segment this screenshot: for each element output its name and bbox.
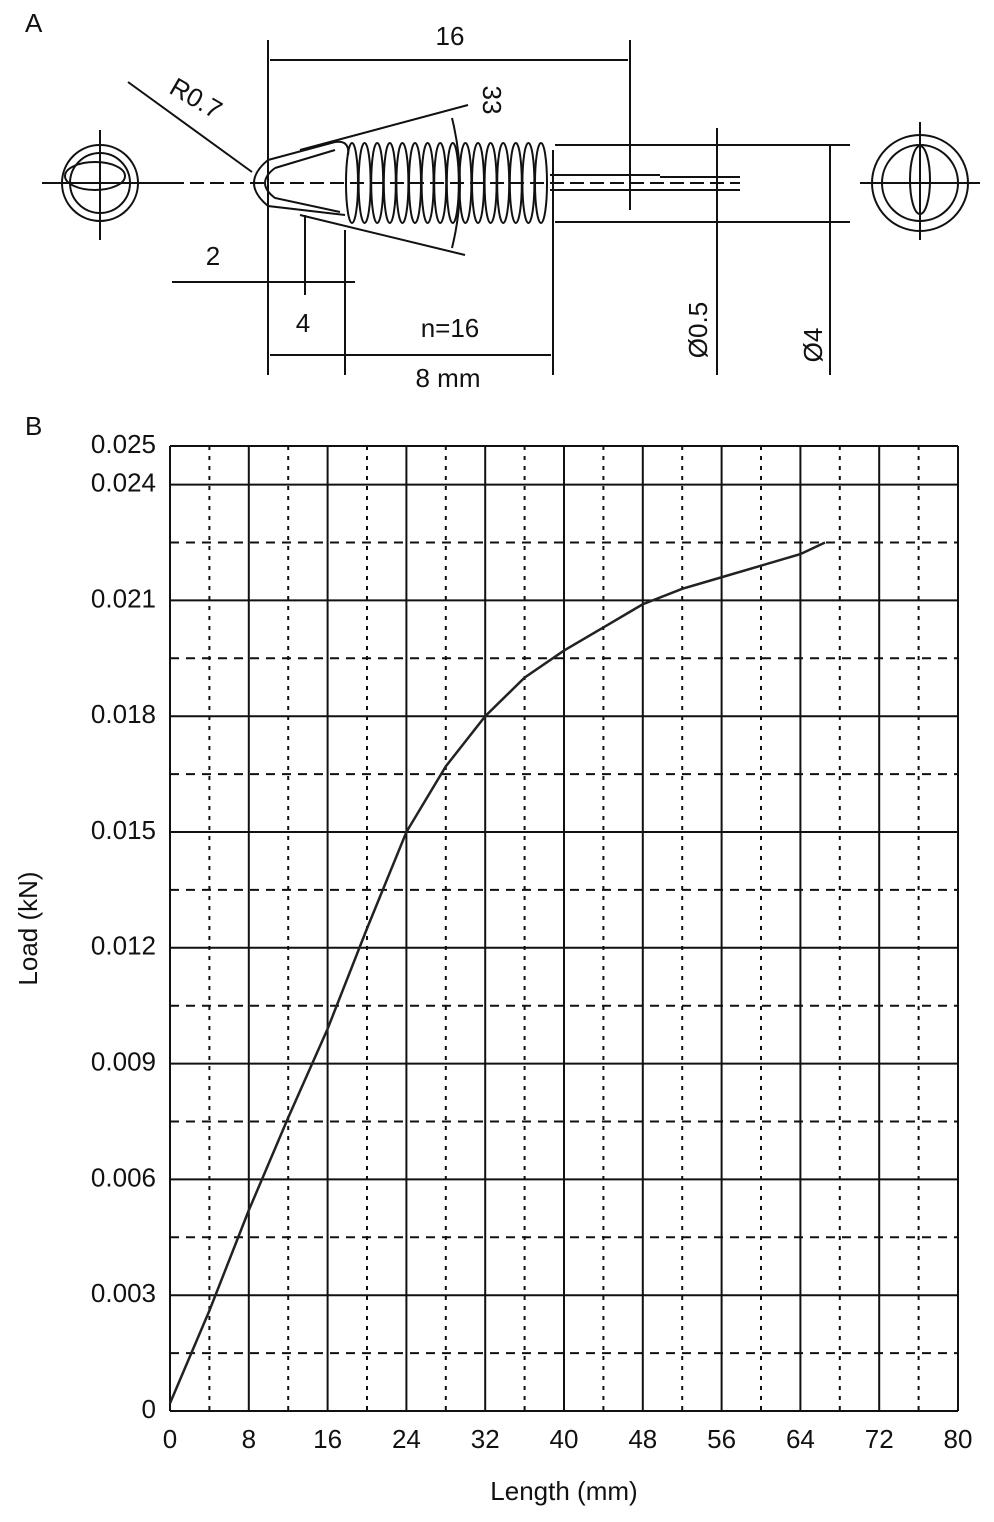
y-tick-label: 0.021	[91, 583, 156, 613]
x-tick-label: 8	[242, 1424, 256, 1454]
dimension-label: 8 mm	[416, 363, 481, 393]
angle-arc	[451, 117, 461, 249]
chart: 0 8 16 24 32 40 48 56 64 72 80 0 0.003 0.006 0.009 0.01…	[13, 429, 973, 1506]
dimension-label: n=16	[421, 313, 480, 343]
hook	[264, 149, 341, 213]
y-tick-label: 0	[142, 1394, 156, 1424]
x-tick-label: 72	[865, 1424, 894, 1454]
x-tick-label: 0	[163, 1424, 177, 1454]
panel-label: B	[25, 411, 42, 441]
x-tick-label: 80	[944, 1424, 973, 1454]
y-tick-label: 0.024	[91, 467, 156, 497]
y-axis-label: Load (kN)	[13, 871, 43, 985]
leader-line	[127, 81, 253, 173]
panel-label: A	[25, 8, 43, 38]
spring-drawing: A 16 R0.7 33 2 4 n=16 8 mm Ø0.5 Ø4	[25, 8, 980, 393]
data-line	[168, 541, 826, 1404]
dimension-label: 2	[206, 241, 220, 271]
y-tick-label: 0.025	[91, 429, 156, 459]
x-tick-label: 16	[313, 1424, 342, 1454]
dimension-label: Ø0.5	[683, 302, 713, 358]
dimension-label: R0.7	[165, 71, 228, 124]
x-tick-label: 56	[707, 1424, 736, 1454]
x-tick-label: 32	[471, 1424, 500, 1454]
dimension-label: 33	[477, 86, 507, 115]
end-hook	[64, 161, 126, 191]
dimension-label: 16	[436, 21, 465, 51]
y-tick-label: 0.018	[91, 699, 156, 729]
x-tick-label: 64	[786, 1424, 815, 1454]
x-axis-label: Length (mm)	[490, 1476, 637, 1506]
y-tick-label: 0.015	[91, 815, 156, 845]
angle-line	[299, 214, 466, 256]
dimension-label: 4	[296, 308, 310, 338]
y-tick-label: 0.003	[91, 1278, 156, 1308]
dimension-label: Ø4	[798, 328, 828, 363]
x-tick-label: 40	[550, 1424, 579, 1454]
angle-line	[299, 104, 469, 151]
x-tick-label: 48	[628, 1424, 657, 1454]
y-tick-label: 0.006	[91, 1162, 156, 1192]
y-tick-label: 0.012	[91, 931, 156, 961]
x-tick-label: 24	[392, 1424, 421, 1454]
y-tick-label: 0.009	[91, 1046, 156, 1076]
